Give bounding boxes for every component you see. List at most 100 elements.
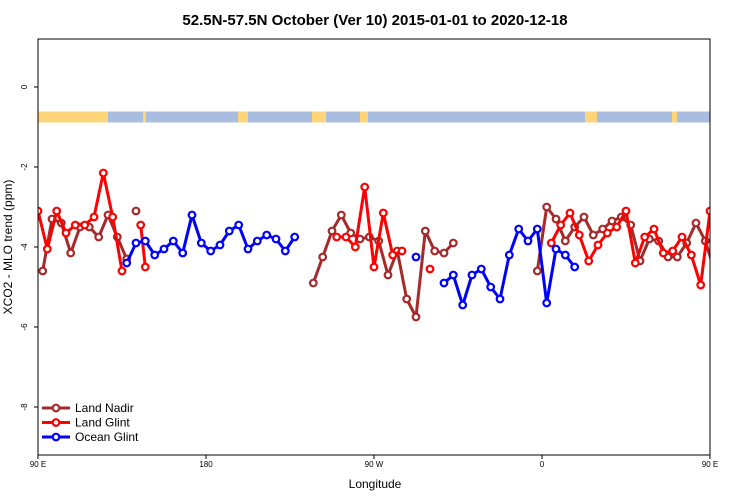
data-point (159, 244, 169, 254)
data-point (378, 208, 388, 218)
data-point (206, 246, 216, 256)
x-axis-label: Longitude (349, 477, 402, 491)
data-point (532, 224, 542, 234)
series-line (443, 227, 576, 307)
plot-frame (37, 38, 711, 456)
data-point (630, 258, 640, 268)
y-tick-label: -8 (20, 403, 29, 411)
series-line (139, 224, 147, 268)
data-point (308, 278, 318, 288)
legend-marker (51, 418, 61, 427)
data-point (560, 236, 570, 246)
series-land-glint (38, 168, 742, 290)
series-ocean-glint (122, 210, 728, 310)
data-point (542, 298, 552, 308)
data-point (439, 278, 449, 288)
data-point (640, 232, 650, 242)
y-tick-label: -6 (20, 323, 29, 331)
data-point (327, 226, 337, 236)
x-tick-label: 90 E (30, 460, 46, 469)
data-point (686, 250, 696, 260)
ocean-strip-segment (248, 111, 312, 123)
data-point (290, 232, 300, 242)
legend-item: Land Nadir (42, 401, 134, 415)
data-point (602, 228, 612, 238)
data-point (721, 216, 728, 223)
data-point (486, 282, 496, 292)
data-point (546, 238, 556, 248)
data-point (588, 230, 598, 240)
data-point (739, 250, 746, 257)
data-point (523, 236, 533, 246)
ocean-strip-segment (368, 111, 585, 123)
data-point (224, 226, 234, 236)
data-point (187, 210, 197, 220)
data-point (560, 250, 570, 260)
data-point (565, 208, 575, 218)
data-point (383, 270, 393, 280)
data-point (556, 220, 566, 230)
data-point (38, 266, 48, 276)
data-point (350, 242, 360, 252)
ocean-strip-segment (326, 111, 360, 123)
data-point (131, 206, 141, 216)
data-point (411, 312, 421, 322)
x-tick-label: 0 (540, 460, 545, 469)
data-point (318, 252, 328, 262)
x-tick-label: 90 W (365, 460, 384, 469)
legend-label: Land Glint (75, 416, 130, 430)
data-point (425, 264, 435, 274)
data-point (649, 224, 659, 234)
data-point (574, 230, 584, 240)
data-point (677, 232, 687, 242)
chart-title: 52.5N-57.5N October (Ver 10) 2015-01-01 … (182, 12, 567, 29)
y-tick-label: -2 (20, 163, 29, 171)
data-point (721, 240, 728, 247)
ocean-strip-segment (146, 111, 238, 123)
data-point (735, 230, 742, 237)
data-point (66, 248, 76, 258)
series-layer (38, 168, 746, 322)
data-point (691, 218, 701, 228)
data-point (612, 222, 622, 232)
data-point (579, 212, 589, 222)
y-tick-label: -4 (20, 243, 29, 251)
data-point (551, 214, 561, 224)
data-point (98, 168, 108, 178)
data-point (108, 212, 118, 222)
data-point (458, 300, 468, 310)
data-point (448, 270, 458, 280)
data-point (584, 256, 594, 266)
data-point (341, 232, 351, 242)
data-point (136, 220, 146, 230)
data-point (570, 262, 580, 272)
data-point (117, 266, 127, 276)
data-point (514, 224, 524, 234)
ocean-strip-segment (108, 111, 143, 123)
data-point (262, 230, 272, 240)
legend-marker (51, 432, 61, 442)
legend-marker (51, 403, 61, 413)
data-point (150, 250, 160, 260)
data-point (252, 236, 262, 246)
data-point (621, 206, 631, 216)
data-point (730, 224, 737, 231)
data-point (243, 244, 253, 254)
data-point (234, 220, 244, 230)
data-point (495, 294, 505, 304)
data-point (360, 182, 370, 192)
data-point (70, 220, 80, 230)
data-point (80, 220, 90, 230)
data-point (140, 236, 150, 246)
y-axis: 0 -2 -4 -6 -8 (20, 84, 38, 411)
data-point (504, 250, 514, 260)
data-point (658, 248, 668, 258)
data-point (178, 248, 188, 258)
x-axis: 90 E 180 90 W 0 90 E (30, 455, 718, 469)
data-point (593, 240, 603, 250)
data-point (397, 246, 407, 256)
data-point (711, 268, 718, 275)
legend-item: Land Glint (42, 416, 130, 430)
legend-label: Ocean Glint (75, 430, 139, 444)
